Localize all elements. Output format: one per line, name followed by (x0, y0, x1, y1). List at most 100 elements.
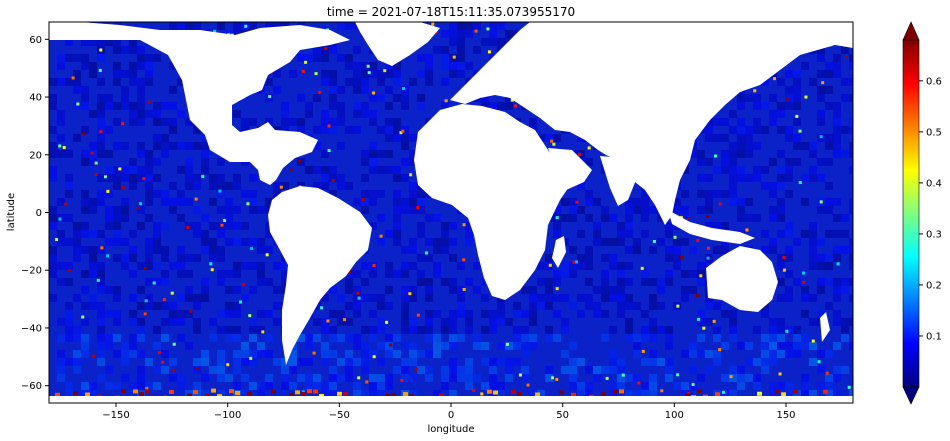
field-cell (809, 342, 817, 350)
field-cell (145, 110, 153, 118)
field-cell (649, 390, 657, 398)
field-cell (593, 374, 601, 382)
hotspot-cell (157, 351, 161, 355)
hotspot-cell (172, 342, 176, 346)
field-cell (833, 294, 841, 302)
field-cell (97, 190, 105, 198)
field-cell (377, 238, 385, 246)
field-cell (457, 54, 465, 62)
field-cell (81, 38, 89, 46)
hotspot-cell (408, 292, 412, 296)
field-cell (753, 382, 761, 390)
field-cell (329, 366, 337, 374)
field-cell (185, 142, 193, 150)
field-cell (705, 158, 713, 166)
field-cell (289, 382, 297, 390)
land-arabia (548, 148, 592, 190)
field-cell (337, 334, 345, 342)
field-cell (409, 158, 417, 166)
field-cell (833, 278, 841, 286)
field-cell (833, 102, 841, 110)
field-cell (129, 318, 137, 326)
field-cell (633, 342, 641, 350)
hotspot-cell (697, 317, 701, 321)
field-cell (633, 246, 641, 254)
x-tick-label: 150 (776, 410, 795, 421)
hotspot-cell (402, 86, 406, 90)
field-cell (529, 310, 537, 318)
field-cell (465, 230, 473, 238)
field-cell (617, 238, 625, 246)
hotspot-cell (782, 268, 786, 272)
field-cell (345, 62, 353, 70)
field-cell (641, 382, 649, 390)
field-cell (617, 278, 625, 286)
field-cell (377, 78, 385, 86)
field-cell (425, 294, 433, 302)
field-cell (457, 22, 465, 30)
field-cell (249, 206, 257, 214)
field-cell (161, 270, 169, 278)
field-cell (785, 326, 793, 334)
field-cell (497, 390, 505, 398)
field-cell (801, 342, 809, 350)
field-cell (649, 374, 657, 382)
field-cell (337, 110, 345, 118)
field-cell (217, 254, 225, 262)
hotspot-cell (268, 94, 272, 98)
sea-ice-edge-cell (685, 393, 690, 398)
field-cell (129, 342, 137, 350)
field-cell (673, 382, 681, 390)
field-cell (641, 230, 649, 238)
field-cell (433, 46, 441, 54)
field-cell (697, 150, 705, 158)
field-cell (113, 174, 121, 182)
field-cell (121, 358, 129, 366)
sea-ice-edge-cell (193, 390, 198, 395)
field-cell (705, 198, 713, 206)
field-cell (417, 254, 425, 262)
field-cell (201, 158, 209, 166)
field-cell (225, 302, 233, 310)
field-cell (777, 294, 785, 302)
field-cell (601, 206, 609, 214)
field-cell (809, 166, 817, 174)
field-cell (321, 110, 329, 118)
field-cell (241, 342, 249, 350)
field-cell (313, 46, 321, 54)
hotspot-cell (118, 167, 122, 171)
field-cell (145, 198, 153, 206)
field-cell (817, 118, 825, 126)
field-cell (377, 70, 385, 78)
field-cell (441, 342, 449, 350)
field-cell (665, 230, 673, 238)
field-cell (433, 390, 441, 398)
field-cell (129, 294, 137, 302)
field-cell (529, 286, 537, 294)
field-cell (345, 78, 353, 86)
hotspot-cell (641, 349, 645, 353)
field-cell (81, 102, 89, 110)
field-cell (569, 382, 577, 390)
field-cell (457, 374, 465, 382)
field-cell (169, 102, 177, 110)
field-cell (217, 190, 225, 198)
field-cell (177, 294, 185, 302)
field-cell (377, 214, 385, 222)
field-cell (81, 350, 89, 358)
field-cell (817, 174, 825, 182)
field-cell (121, 206, 129, 214)
field-cell (121, 86, 129, 94)
field-cell (505, 30, 513, 38)
field-cell (409, 246, 417, 254)
field-cell (825, 374, 833, 382)
field-cell (393, 198, 401, 206)
field-cell (409, 198, 417, 206)
field-cell (65, 334, 73, 342)
field-cell (833, 198, 841, 206)
field-cell (697, 318, 705, 326)
field-cell (657, 302, 665, 310)
field-cell (161, 190, 169, 198)
field-cell (417, 270, 425, 278)
field-cell (385, 166, 393, 174)
